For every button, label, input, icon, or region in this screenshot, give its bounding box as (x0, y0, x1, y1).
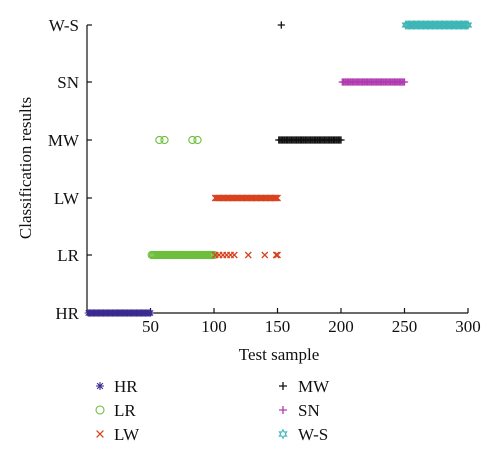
x-tick-label: 300 (455, 317, 481, 336)
plot-area: 50 100 150 200 250 300 HR LR LW MW SN W-S (48, 16, 481, 336)
legend-item-sn: SN (279, 401, 320, 420)
data-point (272, 194, 280, 202)
series-mw (275, 21, 345, 144)
data-point (230, 251, 238, 259)
data-point (337, 136, 345, 144)
data-point (274, 251, 281, 259)
legend-marker (96, 382, 104, 390)
y-tick-label: SN (57, 73, 79, 92)
legend-item-w-s: W-S (278, 425, 328, 444)
data-point (400, 78, 409, 86)
x-tick-label: 50 (142, 317, 159, 336)
x-tick-label: 150 (265, 317, 291, 336)
data-points (84, 20, 473, 317)
data-point (261, 251, 269, 259)
legend-item-lr: LR (95, 401, 136, 420)
legend-marker (278, 428, 288, 440)
x-tick-label: 250 (392, 317, 418, 336)
series-sn (338, 78, 409, 86)
y-tick-label: LR (57, 246, 79, 265)
legend-marker (95, 405, 105, 415)
series-lw (211, 194, 281, 259)
data-point (277, 21, 285, 29)
y-tick-label: HR (55, 304, 79, 323)
data-point (188, 135, 197, 145)
data-point (209, 250, 219, 260)
legend: HR LR LW MW SN W-S (95, 377, 330, 444)
series-hr (84, 309, 155, 317)
data-point (274, 194, 281, 202)
data-point (146, 309, 155, 317)
legend-label: LW (114, 425, 140, 444)
series-lr (147, 135, 219, 260)
y-tick-label: MW (48, 131, 80, 150)
legend-item-lw: LW (96, 425, 140, 444)
x-tick-label: 200 (328, 317, 354, 336)
legend-item-mw: MW (279, 377, 330, 396)
y-axis-title: Classification results (16, 97, 35, 239)
data-point (271, 194, 279, 202)
legend-marker (279, 382, 287, 390)
legend-label: W-S (298, 425, 328, 444)
data-point (160, 135, 169, 145)
x-tick-label: 100 (201, 317, 227, 336)
legend-marker (279, 406, 287, 414)
legend-label: LR (114, 401, 136, 420)
data-point (272, 251, 280, 259)
legend-marker (96, 430, 104, 438)
legend-label: MW (298, 377, 330, 396)
legend-item-hr: HR (96, 377, 138, 396)
y-tick-label: W-S (49, 16, 79, 35)
legend-label: SN (298, 401, 320, 420)
x-axis-ticks: 50 100 150 200 250 300 (142, 308, 481, 336)
data-point (193, 135, 202, 145)
y-axis-ticks: HR LR LW MW SN W-S (48, 16, 92, 323)
data-point (155, 135, 164, 145)
legend-label: HR (114, 377, 138, 396)
y-tick-label: LW (54, 189, 80, 208)
series-w-s (401, 20, 473, 30)
data-point (463, 20, 473, 30)
data-point (244, 251, 252, 259)
x-axis-title: Test sample (239, 345, 319, 364)
